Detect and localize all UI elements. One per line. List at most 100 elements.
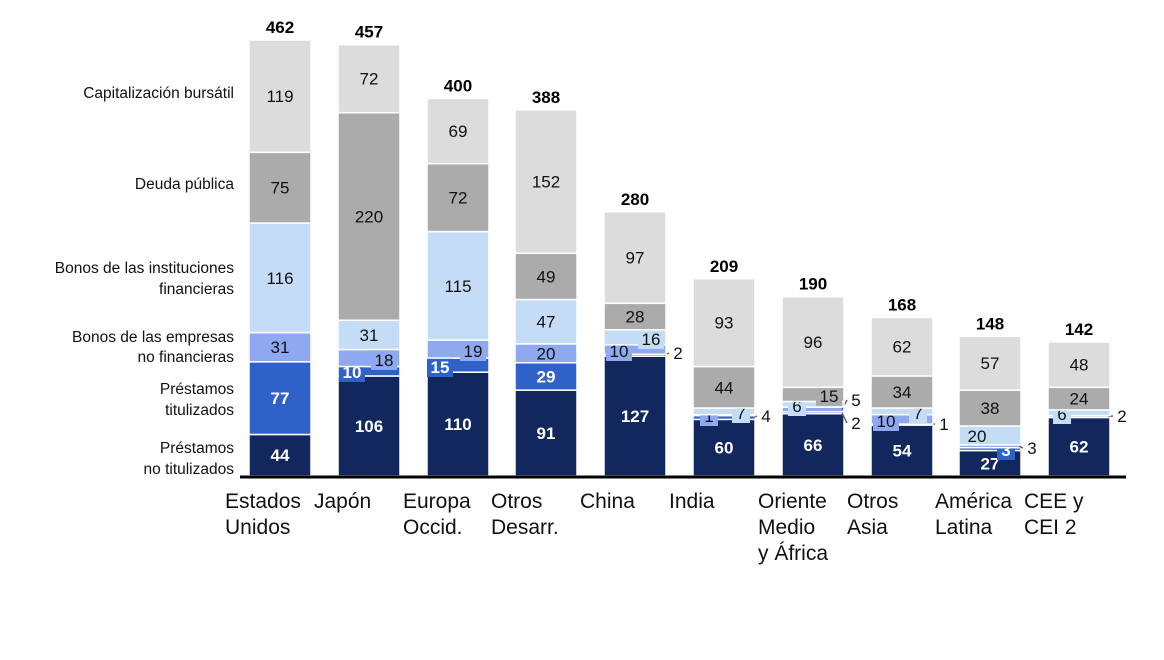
leader-line	[752, 415, 758, 419]
series-label: Capitalización bursátil	[83, 85, 234, 102]
data-label: 48	[1070, 356, 1089, 375]
data-label: 16	[642, 330, 661, 349]
data-label: 97	[626, 249, 645, 268]
bar-segment	[337, 111, 401, 322]
bar-segment	[603, 211, 667, 305]
data-label-box	[427, 357, 453, 377]
bar-segment	[870, 375, 934, 409]
data-label: 115	[444, 277, 471, 296]
category-label: Otros	[491, 490, 542, 513]
bar-segment	[337, 319, 401, 351]
data-label: 20	[537, 344, 556, 363]
series-label: financieras	[159, 281, 234, 298]
total-label: 148	[976, 314, 1004, 333]
series-label: Bonos de las empresas	[72, 329, 234, 346]
category-label: y África	[758, 542, 828, 565]
data-label: 152	[532, 173, 560, 192]
category-label: Oriente	[758, 490, 827, 513]
bar-segment	[514, 109, 578, 255]
total-label: 400	[444, 77, 472, 96]
category-label: Europa	[403, 490, 471, 513]
data-label: 47	[537, 313, 556, 332]
data-label: 31	[360, 326, 379, 345]
bar-segment	[426, 371, 490, 477]
data-label: 28	[626, 308, 645, 327]
bar-segment	[426, 162, 490, 233]
category-label: China	[580, 490, 635, 513]
category-label: Desarr.	[491, 516, 559, 539]
category-label: India	[669, 490, 715, 513]
total-label: 388	[532, 88, 560, 107]
data-label: 127	[621, 407, 649, 426]
bar-segment	[870, 424, 934, 477]
bar-segment	[248, 361, 312, 436]
data-label: 38	[981, 399, 1000, 418]
data-label: 106	[355, 417, 383, 436]
bar-segment	[248, 222, 312, 334]
data-label-box	[873, 411, 899, 431]
data-label: 15	[820, 387, 839, 406]
data-label: 62	[893, 338, 912, 357]
bar-segment	[781, 295, 845, 389]
bar-segment	[603, 302, 667, 331]
data-label: 3	[1001, 441, 1010, 460]
bar-segment	[248, 151, 312, 224]
data-label: 10	[877, 412, 896, 431]
category-label: Japón	[314, 490, 371, 513]
data-label: 44	[271, 446, 290, 465]
total-label: 168	[888, 295, 916, 314]
bar-segment	[692, 278, 756, 368]
bar-segment	[426, 230, 490, 341]
category-label: América	[935, 490, 1012, 513]
data-label: 5	[851, 391, 860, 410]
data-label: 20	[968, 427, 987, 446]
data-label: 116	[266, 269, 293, 288]
data-label: 29	[537, 367, 556, 386]
bar-segment	[248, 39, 312, 154]
series-label: Préstamos	[160, 381, 234, 398]
data-label: 57	[981, 354, 1000, 373]
data-label: 6	[792, 397, 801, 416]
series-label: Préstamos	[160, 440, 234, 457]
data-label: 75	[271, 179, 290, 198]
data-label: 6	[1057, 405, 1066, 424]
data-label: 24	[1070, 390, 1089, 409]
series-label: no titulizados	[144, 461, 235, 478]
data-label: 1	[939, 415, 948, 434]
data-label: 72	[449, 189, 468, 208]
data-label: 54	[893, 442, 912, 461]
data-label: 66	[804, 436, 823, 455]
data-label: 2	[851, 414, 860, 433]
data-label: 49	[537, 267, 556, 286]
data-label-box	[371, 350, 397, 370]
series-label: Deuda pública	[135, 176, 234, 193]
data-label: 93	[715, 314, 734, 333]
data-label: 60	[715, 439, 734, 458]
leader-line	[841, 412, 848, 424]
data-label: 3	[1027, 439, 1036, 458]
data-label: 220	[355, 207, 383, 226]
data-label: 44	[715, 378, 734, 397]
category-label: CEI 2	[1024, 516, 1077, 539]
data-label-box	[816, 386, 842, 406]
series-label: Bonos de las instituciones	[55, 260, 234, 277]
bar-segment	[514, 362, 578, 391]
data-label: 96	[804, 333, 823, 352]
data-label-box	[638, 329, 664, 349]
data-label: 10	[343, 363, 362, 382]
series-label: titulizados	[165, 402, 234, 419]
category-label: Latina	[935, 516, 993, 539]
category-label: Occid.	[403, 516, 463, 539]
data-label: 27	[981, 454, 1000, 473]
total-label: 142	[1065, 320, 1093, 339]
data-label: 77	[271, 389, 290, 408]
total-label: 280	[621, 190, 649, 209]
data-label: 72	[360, 70, 379, 89]
data-label: 18	[375, 351, 394, 370]
data-label: 4	[761, 407, 770, 426]
category-label: Estados	[225, 490, 301, 513]
data-label: 62	[1070, 438, 1089, 457]
data-label: 2	[673, 344, 682, 363]
data-label: 34	[893, 383, 912, 402]
bar-segment	[514, 298, 578, 345]
